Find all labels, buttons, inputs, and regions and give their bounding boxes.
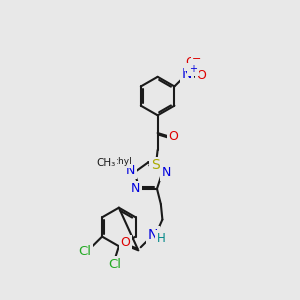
Text: N: N xyxy=(161,166,171,179)
Text: O: O xyxy=(196,69,206,82)
Text: CH₃: CH₃ xyxy=(97,158,116,168)
Text: N: N xyxy=(148,228,158,242)
Text: +: + xyxy=(189,64,197,74)
Text: methyl: methyl xyxy=(100,157,132,166)
Text: N: N xyxy=(182,67,192,81)
Text: Cl: Cl xyxy=(79,245,92,259)
Text: N: N xyxy=(131,182,140,195)
Text: O: O xyxy=(168,130,178,143)
Text: H: H xyxy=(157,232,165,244)
Text: N: N xyxy=(126,164,135,177)
Text: O: O xyxy=(186,56,196,69)
Text: Cl: Cl xyxy=(109,258,122,271)
Text: S: S xyxy=(151,158,160,172)
Text: −: − xyxy=(192,55,202,64)
Text: O: O xyxy=(120,236,130,249)
